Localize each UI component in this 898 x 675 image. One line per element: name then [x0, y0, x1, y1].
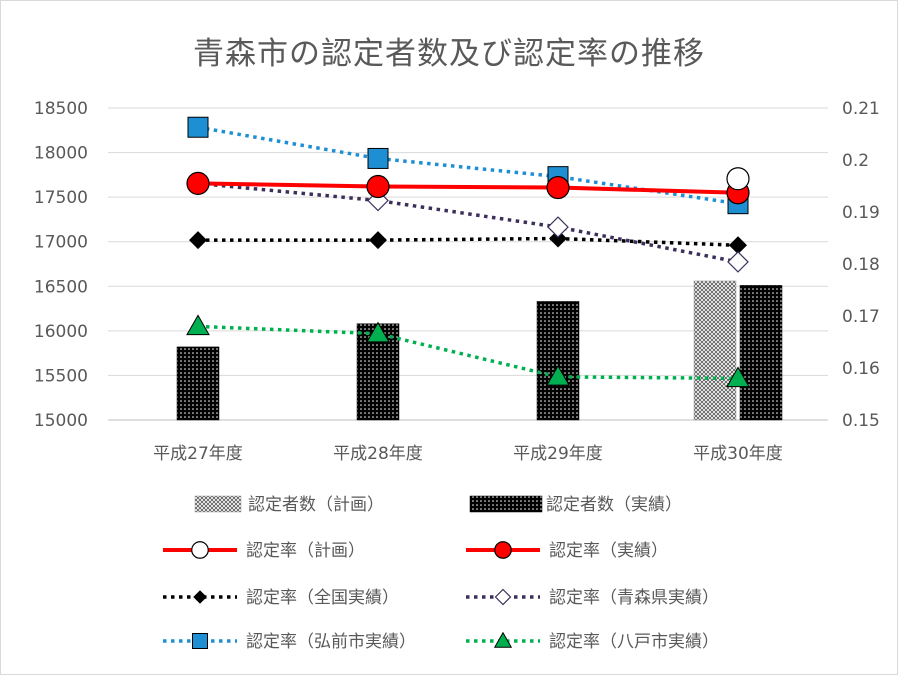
left-axis-tick-label: 16000	[34, 322, 88, 342]
bar	[176, 346, 220, 421]
legend-item: 認定者数（実績）	[469, 495, 682, 515]
left-axis-tick-label: 17500	[34, 188, 88, 208]
left-axis-tick-label: 15000	[34, 411, 88, 431]
point	[367, 147, 389, 169]
bar	[536, 301, 580, 421]
point	[186, 314, 210, 336]
point	[187, 116, 209, 138]
legend-item: 認定率（計画）	[163, 541, 365, 561]
left-axis-tick-label: 16500	[34, 277, 88, 297]
legend-swatch	[194, 495, 242, 513]
point	[726, 366, 750, 388]
series-line	[198, 236, 739, 248]
legend-label: 認定率（実績）	[549, 541, 668, 561]
point	[493, 631, 513, 648]
legend: 認定者数（計画） 認定者数（実績） 認定率（計画） 認定率（実績） 認定率（全国実績） 認…	[163, 495, 719, 652]
right-axis-tick-label: 0.19	[842, 203, 880, 223]
left-axis-ticks: 15000 15500 16000 16500 17000 17500 18000 18500	[34, 99, 88, 431]
bar	[693, 280, 737, 421]
point	[729, 236, 747, 255]
point	[366, 174, 390, 199]
legend-item: 認定率（実績）	[466, 541, 668, 561]
bar	[739, 285, 783, 421]
category-label: 平成28年度	[333, 444, 423, 464]
point	[546, 364, 570, 386]
bars	[176, 280, 783, 421]
point	[547, 216, 569, 238]
legend-label: 認定者数（実績）	[546, 495, 682, 515]
point	[369, 231, 387, 250]
point	[494, 541, 512, 559]
point	[192, 633, 208, 649]
series-line	[196, 181, 740, 195]
left-axis-tick-label: 15500	[34, 366, 88, 386]
point	[726, 167, 750, 191]
point	[727, 251, 749, 273]
legend-item: 認定率（弘前市実績）	[163, 632, 416, 652]
left-axis-tick-label: 17000	[34, 233, 88, 253]
legend-label: 認定率（弘前市実績）	[246, 632, 416, 652]
category-labels: 平成27年度 平成28年度 平成29年度 平成30年度	[153, 444, 783, 464]
left-axis-tick-label: 18000	[34, 144, 88, 164]
point	[191, 541, 209, 559]
category-label: 平成29年度	[513, 444, 603, 464]
legend-item: 認定率（八戸市実績）	[466, 631, 719, 652]
point	[193, 590, 207, 604]
point	[366, 321, 390, 343]
series-line	[197, 324, 739, 381]
legend-label: 認定率（計画）	[246, 541, 365, 561]
right-axis-tick-label: 0.17	[842, 307, 880, 327]
legend-label: 認定率（青森県実績）	[549, 588, 719, 608]
right-axis-tick-label: 0.15	[842, 411, 880, 431]
legend-label: 認定者数（計画）	[248, 495, 384, 515]
point	[189, 231, 207, 250]
right-axis-tick-label: 0.2	[842, 151, 869, 171]
category-label: 平成27年度	[153, 444, 243, 464]
series-line	[197, 125, 739, 206]
legend-item: 認定率（青森県実績）	[466, 588, 719, 608]
legend-item: 認定率（全国実績）	[163, 588, 399, 608]
point	[549, 229, 567, 248]
lines	[186, 116, 750, 388]
legend-item: 認定者数（計画）	[194, 495, 384, 515]
right-axis-ticks: 0.15 0.16 0.17 0.18 0.19 0.2 0.21	[842, 99, 880, 431]
chart-title: 青森市の認定者数及び認定率の推移	[193, 36, 705, 72]
category-label: 平成30年度	[693, 444, 783, 464]
left-axis-tick-label: 18500	[34, 99, 88, 119]
series-line	[197, 181, 739, 264]
point	[546, 175, 570, 200]
right-axis-tick-label: 0.18	[842, 255, 880, 275]
legend-label: 認定率（全国実績）	[246, 588, 399, 608]
point	[186, 171, 210, 195]
point	[494, 588, 512, 606]
right-axis-tick-label: 0.16	[842, 359, 880, 379]
right-axis-tick-label: 0.21	[842, 99, 880, 119]
legend-label: 認定率（八戸市実績）	[549, 632, 719, 652]
legend-swatch	[469, 495, 543, 513]
